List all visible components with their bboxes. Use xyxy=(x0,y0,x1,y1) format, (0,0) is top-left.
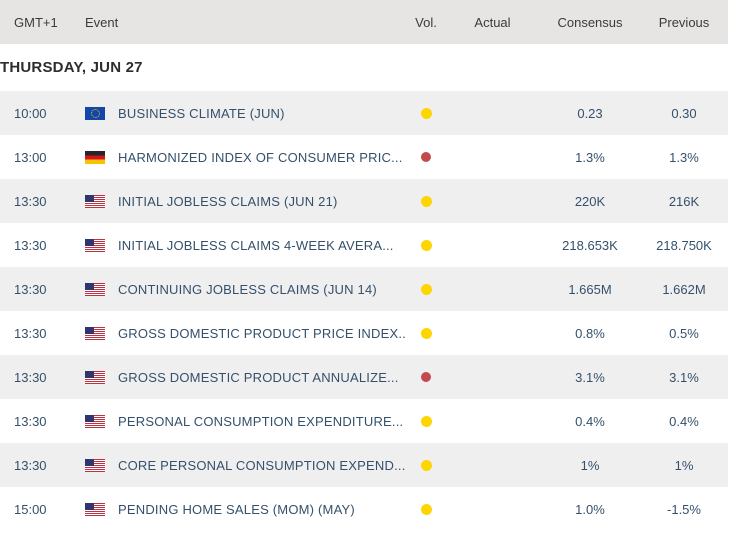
us-flag-icon xyxy=(85,282,105,296)
event-name[interactable]: HARMONIZED INDEX OF CONSUMER PRIC... xyxy=(118,149,403,165)
event-time: 13:30 xyxy=(14,369,47,385)
event-row[interactable]: 13:00 HARMONIZED INDEX OF CONSUMER PRIC.… xyxy=(0,135,728,179)
event-row[interactable]: 13:30 CONTINUING JOBLESS CLAIMS (JUN 14)… xyxy=(0,267,728,311)
column-header-vol: Vol. xyxy=(415,14,437,30)
volatility-icon xyxy=(420,107,432,119)
us-flag-icon xyxy=(85,458,105,472)
event-rows: 10:00 BUSINESS CLIMATE (JUN) 0.23 0.30 1… xyxy=(0,91,728,531)
volatility-icon xyxy=(421,152,431,162)
volatility-icon xyxy=(420,503,432,515)
previous-value: 3.1% xyxy=(669,369,699,385)
event-name[interactable]: GROSS DOMESTIC PRODUCT ANNUALIZE... xyxy=(118,369,399,385)
us-flag-icon xyxy=(85,414,105,428)
previous-value: -1.5% xyxy=(667,501,701,517)
previous-value: 1.662M xyxy=(662,281,706,297)
event-name[interactable]: PERSONAL CONSUMPTION EXPENDITURE... xyxy=(118,413,404,429)
event-time: 13:30 xyxy=(14,237,47,253)
volatility-icon xyxy=(420,195,432,207)
event-name[interactable]: GROSS DOMESTIC PRODUCT PRICE INDEX... xyxy=(118,325,407,341)
event-row[interactable]: 13:30 PERSONAL CONSUMPTION EXPENDITURE..… xyxy=(0,399,728,443)
event-time: 13:30 xyxy=(14,281,47,297)
event-name[interactable]: PENDING HOME SALES (MOM) (MAY) xyxy=(118,501,355,517)
event-row[interactable]: 13:30 GROSS DOMESTIC PRODUCT PRICE INDEX… xyxy=(0,311,728,355)
event-time: 13:00 xyxy=(14,149,47,165)
consensus-value: 1.665M xyxy=(568,281,612,297)
column-header-event: Event xyxy=(85,14,119,30)
us-flag-icon xyxy=(85,194,105,208)
previous-value: 216K xyxy=(668,193,700,209)
event-time: 13:30 xyxy=(14,193,47,209)
volatility-icon xyxy=(421,372,431,382)
event-time: 15:00 xyxy=(14,501,47,517)
consensus-value: 0.23 xyxy=(577,105,603,121)
column-header-consensus: Consensus xyxy=(557,14,623,30)
previous-value: 0.4% xyxy=(669,413,699,429)
event-time: 13:30 xyxy=(14,413,47,429)
us-flag-icon xyxy=(85,326,105,340)
event-time: 10:00 xyxy=(14,105,47,121)
previous-value: 0.5% xyxy=(669,325,699,341)
column-header-actual: Actual xyxy=(474,14,511,30)
event-row[interactable]: 13:30 INITIAL JOBLESS CLAIMS 4-WEEK AVER… xyxy=(0,223,728,267)
event-name[interactable]: CORE PERSONAL CONSUMPTION EXPEND... xyxy=(118,457,406,473)
previous-value: 1% xyxy=(674,457,694,473)
event-row[interactable]: 13:30 INITIAL JOBLESS CLAIMS (JUN 21) 22… xyxy=(0,179,728,223)
column-header-previous: Previous xyxy=(658,14,710,30)
consensus-value: 1.0% xyxy=(575,501,605,517)
volatility-icon xyxy=(420,283,432,295)
column-header-gmt: GMT+1 xyxy=(14,14,58,30)
consensus-value: 220K xyxy=(574,193,606,209)
event-name[interactable]: BUSINESS CLIMATE (JUN) xyxy=(118,105,285,121)
event-row[interactable]: 10:00 BUSINESS CLIMATE (JUN) 0.23 0.30 xyxy=(0,91,728,135)
de-flag-icon xyxy=(85,150,105,164)
consensus-value: 1% xyxy=(580,457,600,473)
volatility-icon xyxy=(420,239,432,251)
event-name[interactable]: CONTINUING JOBLESS CLAIMS (JUN 14) xyxy=(118,281,377,297)
previous-value: 0.30 xyxy=(671,105,697,121)
event-time: 13:30 xyxy=(14,325,47,341)
volatility-icon xyxy=(420,415,432,427)
consensus-value: 0.4% xyxy=(575,413,605,429)
previous-value: 1.3% xyxy=(669,149,699,165)
consensus-value: 1.3% xyxy=(575,149,605,165)
consensus-value: 3.1% xyxy=(575,369,605,385)
consensus-value: 218.653K xyxy=(562,237,618,253)
event-name[interactable]: INITIAL JOBLESS CLAIMS 4-WEEK AVERA... xyxy=(118,237,394,253)
event-row[interactable]: 15:00 PENDING HOME SALES (MOM) (MAY) 1.0… xyxy=(0,487,728,531)
us-flag-icon xyxy=(85,238,105,252)
event-row[interactable]: 13:30 CORE PERSONAL CONSUMPTION EXPEND..… xyxy=(0,443,728,487)
economic-calendar-table: GMT+1 Event Vol. Actual Consensus Previo… xyxy=(0,0,728,531)
event-row[interactable]: 13:30 GROSS DOMESTIC PRODUCT ANNUALIZE..… xyxy=(0,355,728,399)
date-header: THURSDAY, JUN 27 xyxy=(0,59,143,76)
previous-value: 218.750K xyxy=(656,237,712,253)
us-flag-icon xyxy=(85,370,105,384)
event-name[interactable]: INITIAL JOBLESS CLAIMS (JUN 21) xyxy=(118,193,338,209)
us-flag-icon xyxy=(85,502,105,516)
event-time: 13:30 xyxy=(14,457,47,473)
consensus-value: 0.8% xyxy=(575,325,605,341)
volatility-icon xyxy=(420,459,432,471)
volatility-icon xyxy=(420,327,432,339)
eu-flag-icon xyxy=(85,106,105,120)
table-header: GMT+1 Event Vol. Actual Consensus Previo… xyxy=(0,0,728,44)
